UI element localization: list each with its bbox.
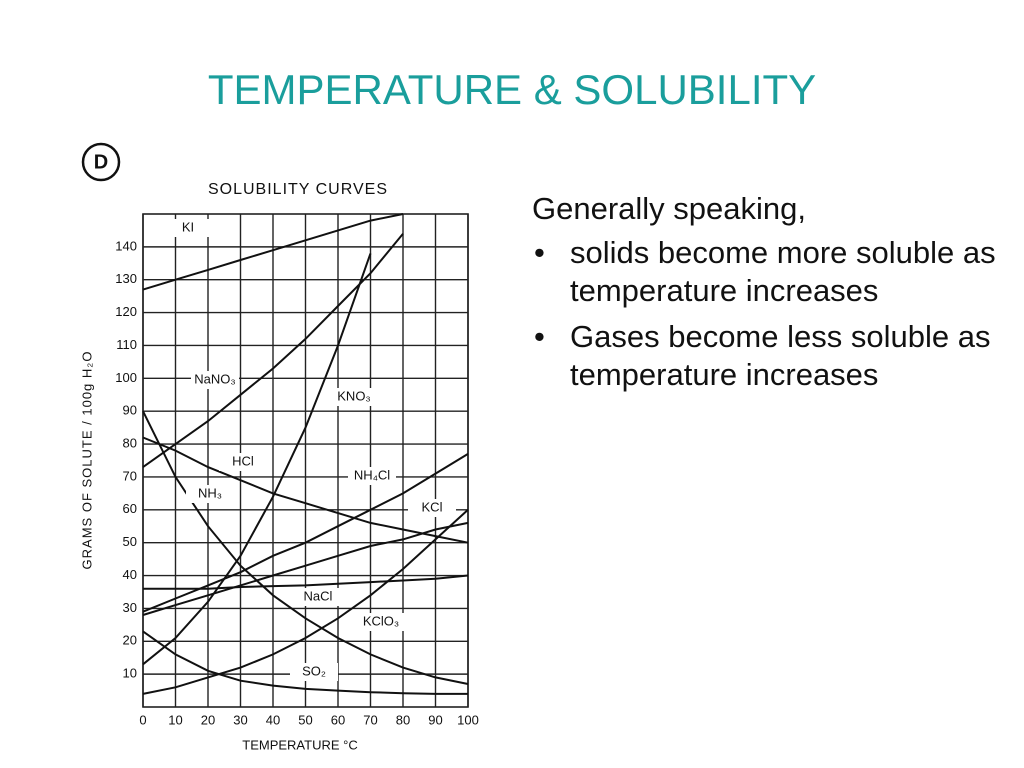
label-bg [408, 499, 456, 517]
series-label: NH₃ [198, 485, 222, 500]
label-bg [357, 613, 405, 631]
bullet-list: solids become more soluble as temperatur… [532, 234, 1002, 394]
x-tick-label: 30 [233, 712, 247, 727]
x-tick-label: 90 [428, 712, 442, 727]
bullet: Gases become less soluble as temperature… [534, 318, 1002, 394]
label-bg [191, 371, 239, 389]
label-bg [290, 663, 338, 681]
series-line [142, 521, 469, 616]
y-tick-label: 50 [123, 534, 137, 549]
label-bg [330, 388, 378, 406]
series-line [142, 509, 469, 695]
x-tick-label: 60 [331, 712, 345, 727]
x-tick-label: 80 [396, 712, 410, 727]
y-tick-label: 130 [115, 271, 137, 286]
x-tick-label: 40 [266, 712, 280, 727]
series-label: SO₂ [302, 663, 326, 678]
y-tick-label: 110 [116, 337, 137, 352]
bullet: solids become more soluble as temperatur… [534, 234, 1002, 310]
x-tick-label: 50 [298, 712, 312, 727]
intro: Generally speaking, [532, 191, 806, 226]
y-tick-label: 40 [123, 567, 137, 582]
label-bg [219, 453, 267, 471]
series-label: HCl [232, 453, 254, 468]
x-tick-label: 0 [139, 712, 146, 727]
series-label: NH₄Cl [354, 467, 390, 482]
series-line [142, 410, 469, 685]
series-line [142, 213, 404, 291]
slide-body: Generally speaking, solids become more s… [532, 190, 1002, 402]
y-tick-label: 10 [123, 666, 137, 681]
chart: D SOLUBILITY CURVES TEMPERATURE °C GRAMS… [79, 142, 479, 752]
y-tick-label: 120 [115, 304, 137, 319]
y-tick-label: 30 [123, 600, 137, 615]
y-tick-label: 70 [123, 468, 137, 483]
x-axis-label: TEMPERATURE °C [242, 737, 357, 752]
label-bg [348, 467, 396, 485]
label-bg [164, 219, 212, 237]
series-line [142, 630, 468, 695]
series-label: NaNO₃ [194, 371, 235, 386]
label-bg [186, 485, 234, 503]
y-axis-label: GRAMS OF SOLUTE / 100g H₂O [79, 351, 94, 570]
y-tick-label: 90 [123, 403, 137, 418]
series-line [142, 253, 372, 666]
x-tick-label: 10 [168, 712, 182, 727]
label-bg [294, 588, 342, 606]
y-tick-label: 60 [123, 501, 137, 516]
badge-circle [81, 142, 121, 182]
series-label: KNO₃ [337, 388, 370, 403]
chart-title: SOLUBILITY CURVES [208, 181, 388, 198]
slide-title: TEMPERATURE & SOLUBILITY [207, 66, 817, 113]
y-tick-label: 100 [115, 370, 137, 385]
series-line [143, 574, 469, 590]
x-tick-label: 100 [457, 712, 479, 727]
series-line [142, 436, 469, 544]
x-tick-label: 70 [363, 712, 377, 727]
series-label: KClO₃ [363, 613, 399, 628]
series-label: KI [182, 219, 194, 234]
x-tick-label: 20 [201, 712, 215, 727]
series-line [142, 453, 469, 613]
badge: D [94, 151, 108, 173]
series-label: KCl [422, 499, 443, 514]
y-tick-label: 80 [123, 436, 137, 451]
y-tick-label: 20 [123, 633, 137, 648]
series-label: NaCl [304, 588, 333, 603]
y-tick-label: 140 [115, 238, 137, 253]
